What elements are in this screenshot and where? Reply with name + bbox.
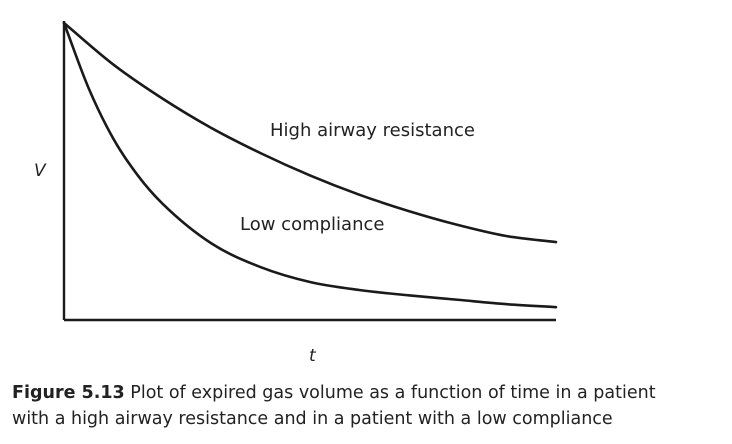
figure-caption: Figure 5.13 Plot of expired gas volume a… [12, 380, 728, 432]
annotation-high-airway-resistance: High airway resistance [270, 120, 475, 141]
chart: V t High airway resistance Low complianc… [34, 21, 558, 366]
annotation-low-compliance: Low compliance [240, 214, 384, 235]
series-layer [62, 21, 558, 309]
x-axis-label: t [309, 346, 317, 366]
y-axis-label: V [34, 161, 47, 181]
axes [62, 21, 556, 322]
caption-line-2: with a high airway resistance and in a p… [12, 409, 613, 429]
series-line-low-compliance [62, 21, 558, 309]
caption-text-1: Plot of expired gas volume as a function… [130, 383, 656, 403]
figure-number: Figure 5.13 [12, 383, 125, 403]
series-line-high-airway-resistance [62, 21, 558, 244]
caption-line-1: Figure 5.13 Plot of expired gas volume a… [12, 380, 728, 406]
